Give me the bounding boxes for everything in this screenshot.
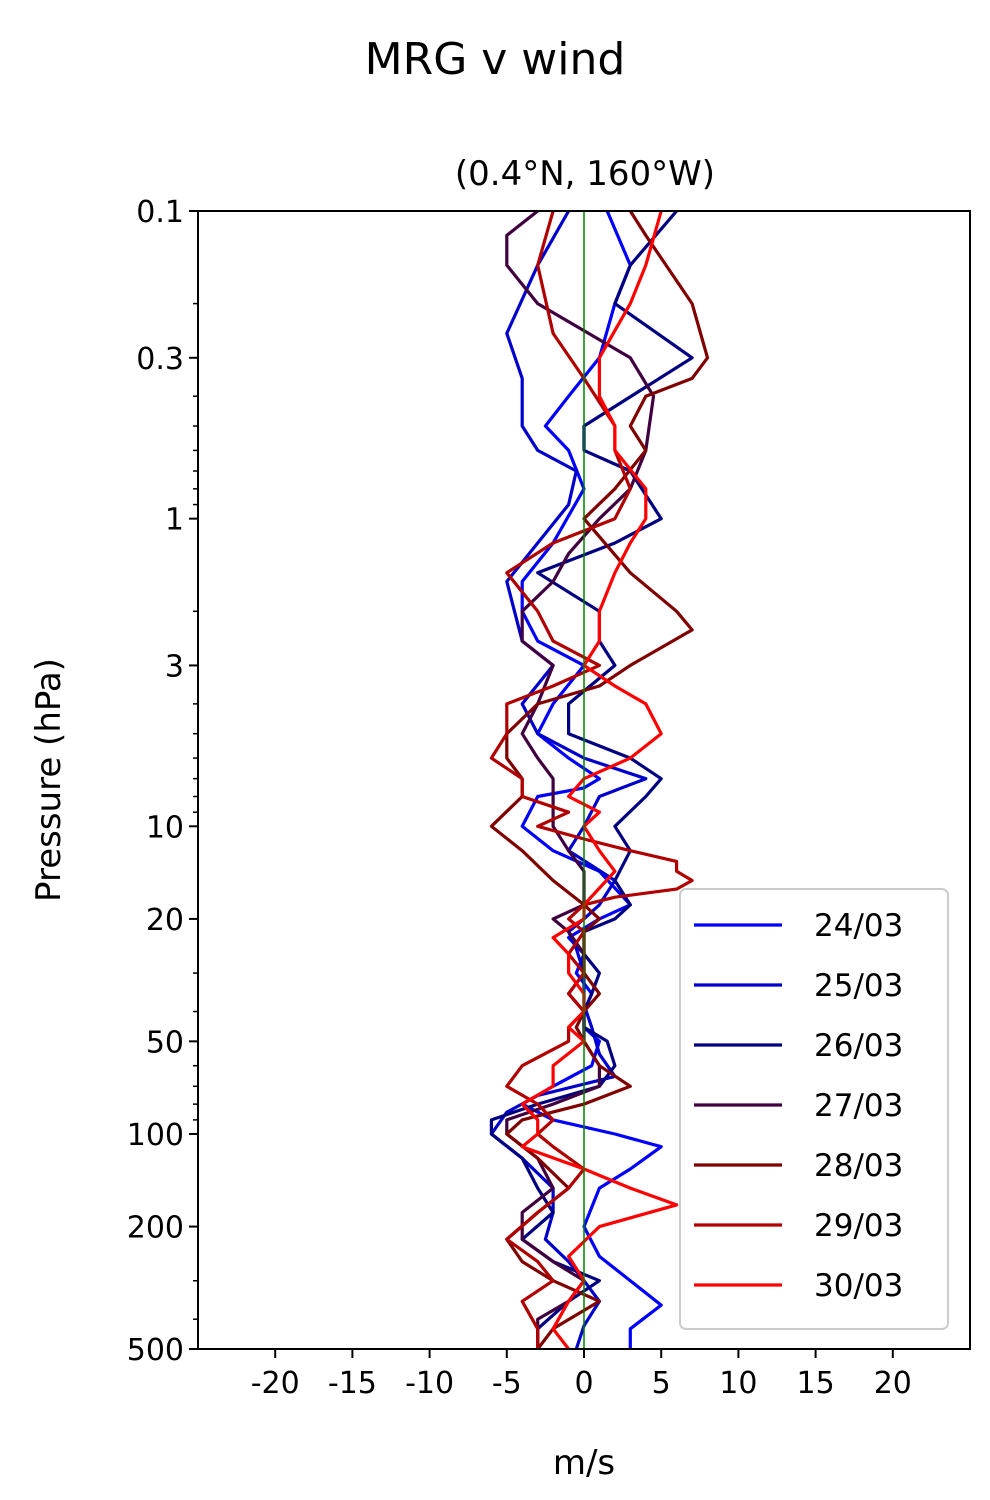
- x-tick-label: -5: [492, 1366, 522, 1401]
- chart-subtitle: (0.4°N, 160°W): [455, 154, 715, 194]
- x-tick-label: 15: [797, 1366, 835, 1401]
- chart-title: MRG v wind: [365, 34, 626, 85]
- x-axis-label: m/s: [553, 1443, 615, 1483]
- x-tick-label: 20: [874, 1366, 912, 1401]
- x-tick-label: 5: [652, 1366, 671, 1401]
- y-tick-label: 0.3: [136, 342, 184, 377]
- series-line-29-03: [489, 210, 694, 1349]
- legend-box: [679, 888, 949, 1330]
- y-tick-label: 3: [165, 649, 184, 684]
- y-tick-label: 20: [146, 903, 184, 938]
- x-tick-label: -20: [251, 1366, 300, 1401]
- plot-area: [197, 209, 971, 1350]
- y-tick-label: 500: [127, 1333, 184, 1368]
- legend-label: 25/03: [814, 968, 903, 1004]
- y-tick-label: 50: [146, 1025, 184, 1060]
- x-axis: -20 -15 -10 -5 0 5 10 15 20: [251, 1349, 912, 1401]
- legend-label: 28/03: [814, 1148, 903, 1184]
- x-tick-label: 10: [719, 1366, 757, 1401]
- legend-label: 27/03: [814, 1088, 903, 1124]
- y-tick-label: 100: [127, 1118, 184, 1153]
- x-tick-label: -15: [328, 1366, 377, 1401]
- series-lines: [489, 209, 710, 1350]
- x-tick-label: 0: [574, 1366, 593, 1401]
- y-axis: 0.1 0.3 1 3 10 20 50 100 200 500: [127, 195, 198, 1368]
- y-tick-label: 0.1: [136, 195, 184, 230]
- legend-label: 30/03: [814, 1268, 903, 1304]
- series-line-30-03: [520, 210, 679, 1350]
- legend: 24/03 25/03 26/03 27/03 28/03 29/03 30/03: [679, 888, 949, 1330]
- y-axis-label: Pressure (hPa): [29, 658, 69, 902]
- x-tick-label: -10: [405, 1366, 454, 1401]
- y-tick-label: 200: [127, 1211, 184, 1246]
- series-line-25-03: [489, 210, 648, 1350]
- y-tick-label: 1: [165, 503, 184, 538]
- series-line-26-03: [489, 209, 694, 1349]
- legend-label: 24/03: [814, 908, 903, 944]
- legend-label: 26/03: [814, 1028, 903, 1064]
- legend-label: 29/03: [814, 1208, 903, 1244]
- y-tick-label: 10: [146, 810, 184, 845]
